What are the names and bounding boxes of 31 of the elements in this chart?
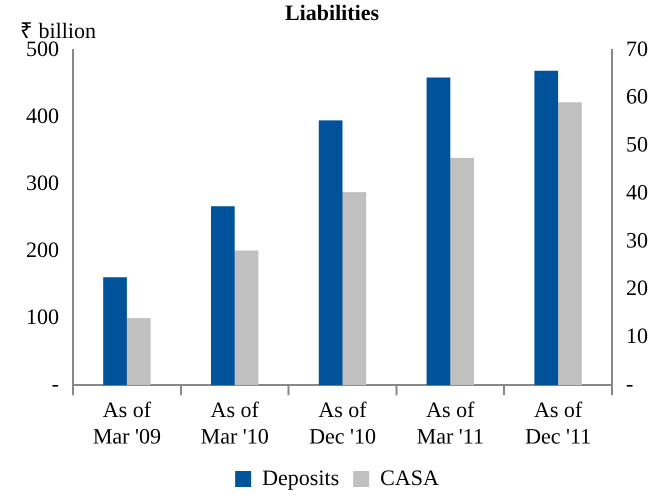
bar bbox=[234, 250, 258, 386]
y2-tick-label: - bbox=[626, 370, 634, 396]
x-tick-label: As of Mar '09 bbox=[92, 397, 161, 449]
bar bbox=[450, 158, 474, 386]
x-tick-label: As of Dec '11 bbox=[525, 397, 592, 449]
bar bbox=[342, 192, 366, 386]
y2-tick-label: 50 bbox=[626, 132, 648, 157]
y-tick-label: 300 bbox=[26, 170, 59, 195]
y2-tick-label: 20 bbox=[626, 275, 648, 300]
bar bbox=[534, 70, 558, 386]
chart-title: Liabilities bbox=[284, 0, 380, 25]
x-tick-label: As of Mar '11 bbox=[416, 397, 484, 449]
y-tick-label: 200 bbox=[26, 236, 59, 262]
bar bbox=[210, 206, 235, 386]
bar bbox=[103, 277, 127, 386]
legend-label: Deposits bbox=[262, 464, 340, 490]
legend-label: CASA bbox=[380, 464, 439, 490]
bar bbox=[558, 102, 582, 386]
bar bbox=[126, 318, 151, 386]
x-tick-label: As of Mar '10 bbox=[200, 397, 269, 449]
y2-tick-label: 60 bbox=[626, 84, 648, 109]
y2-tick-label: 10 bbox=[626, 323, 648, 348]
y-tick-label: - bbox=[52, 370, 59, 396]
y-tick-label: 400 bbox=[26, 102, 59, 128]
bar bbox=[318, 120, 342, 386]
y2-tick-label: 40 bbox=[626, 179, 648, 204]
bar bbox=[426, 77, 450, 386]
y-tick-label: 100 bbox=[26, 304, 59, 329]
y2-tick-label: 30 bbox=[626, 227, 648, 252]
y2-tick-label: 70 bbox=[626, 36, 648, 61]
x-tick-label: As of Dec '10 bbox=[309, 397, 376, 449]
